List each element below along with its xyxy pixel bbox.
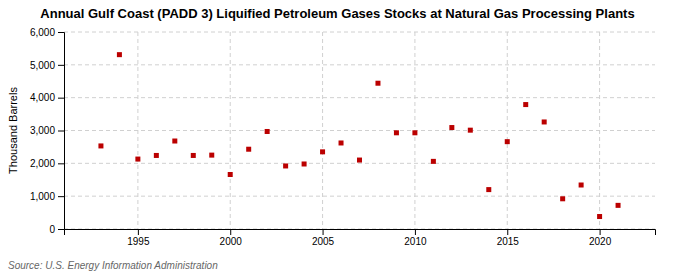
point	[542, 119, 547, 124]
x-tick: 2020	[589, 229, 612, 247]
x-grid-line	[137, 32, 138, 229]
y-tick-mark	[58, 98, 64, 99]
point	[431, 159, 436, 164]
x-tick-label: 2000	[220, 236, 243, 247]
y-grid-line	[64, 196, 655, 197]
title: Annual Gulf Coast (PADD 3) Liquified Pet…	[40, 6, 634, 21]
y-tick: 3,000	[30, 125, 64, 136]
point	[320, 149, 325, 154]
x-tick: 2005	[312, 229, 335, 247]
y-tick: 5,000	[30, 60, 64, 71]
x-tick-mark	[415, 229, 416, 235]
x-tick-mark	[230, 229, 231, 235]
plot-area: 1995 2000 2005 2010 2015 2020 0 1,000 2,000 3,000…	[30, 27, 656, 247]
x-tick-label: 2020	[589, 236, 612, 247]
y-tick-label: 0	[49, 224, 55, 235]
point	[228, 172, 233, 177]
grid	[64, 32, 655, 229]
y-tick-label: 2,000	[30, 158, 55, 169]
y-tick-mark	[58, 65, 64, 66]
point	[209, 153, 214, 158]
x-axis: 1995 2000 2005 2010 2015 2020	[65, 229, 656, 247]
y-axis-line	[58, 33, 65, 230]
y-grid-line	[64, 32, 655, 33]
x-tick-label: 1995	[127, 236, 150, 247]
point	[394, 130, 399, 135]
point	[412, 130, 417, 135]
point	[302, 161, 307, 166]
y-tick-mark	[58, 163, 64, 164]
y-tick-label: 6,000	[30, 27, 55, 38]
x-tick-mark	[507, 229, 508, 235]
y-grid-line	[64, 163, 655, 164]
x-tick-label: 2010	[404, 236, 427, 247]
y-axis-title: Thousand Barrels	[7, 87, 19, 174]
point	[449, 125, 454, 130]
source: Source: U.S. Energy Information Administ…	[8, 260, 218, 271]
point	[523, 102, 528, 107]
point	[246, 147, 251, 152]
point	[579, 183, 584, 188]
y-tick: 6,000	[30, 27, 64, 38]
y-grid-line	[64, 130, 655, 131]
y-grid-line	[64, 64, 655, 65]
point	[135, 157, 140, 162]
y-tick-label: 1,000	[30, 191, 55, 202]
point	[98, 143, 103, 148]
x-grid-line	[322, 32, 323, 229]
x-tick: 2010	[404, 229, 427, 247]
point	[375, 81, 380, 86]
point	[339, 140, 344, 145]
y-tick-label: 3,000	[30, 125, 55, 136]
point	[172, 139, 177, 144]
y-tick-mark	[58, 32, 64, 33]
x-tick: 2015	[497, 229, 520, 247]
point	[154, 153, 159, 158]
x-tick-mark	[323, 229, 324, 235]
y-tick: 2,000	[30, 158, 64, 169]
y-tick-mark	[58, 229, 64, 230]
point	[357, 158, 362, 163]
x-grid-line	[507, 32, 508, 229]
y-grid-line	[64, 97, 655, 98]
x-tick-mark	[138, 229, 139, 235]
x-axis-line	[65, 230, 656, 236]
chart: 1995 2000 2005 2010 2015 2020 0 1,000 2,000 3,000…	[0, 0, 675, 275]
point	[560, 196, 565, 201]
point	[468, 128, 473, 133]
x-tick-label: 2015	[497, 236, 520, 247]
x-tick-mark	[600, 229, 601, 235]
y-tick-mark	[58, 196, 64, 197]
x-tick: 1995	[127, 229, 150, 247]
y-tick: 1,000	[30, 191, 64, 202]
point	[283, 163, 288, 168]
x-tick: 2000	[220, 229, 243, 247]
points	[98, 52, 620, 219]
x-grid-line	[230, 32, 231, 229]
y-axis: 0 1,000 2,000 3,000 4,000 5,000 6,000	[30, 27, 65, 235]
point	[486, 187, 491, 192]
y-tick-label: 5,000	[30, 60, 55, 71]
point	[616, 203, 621, 208]
x-grid-line	[599, 32, 600, 229]
point	[117, 52, 122, 57]
y-tick-label: 4,000	[30, 92, 55, 103]
x-tick-label: 2005	[312, 236, 335, 247]
y-tick: 0	[49, 224, 64, 235]
point	[191, 153, 196, 158]
y-tick: 4,000	[30, 92, 64, 103]
y-tick-mark	[58, 131, 64, 132]
point	[265, 129, 270, 134]
point	[505, 139, 510, 144]
point	[597, 214, 602, 219]
